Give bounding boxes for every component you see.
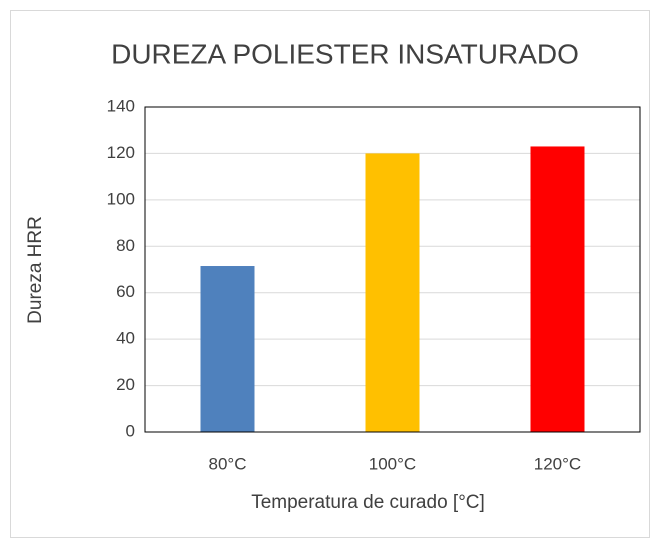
y-tick-label: 120 [107,143,135,162]
y-tick-label: 60 [116,282,135,301]
x-axis-label: Temperatura de curado [°C] [251,492,485,513]
y-tick-label: 100 [107,189,135,208]
bar [200,266,255,432]
chart-title: DUREZA POLIESTER INSATURADO [111,38,579,69]
bar [365,153,420,432]
x-tick-label: 100°C [369,454,416,473]
bar [530,146,585,432]
y-tick-label: 20 [116,375,135,394]
y-tick-label: 40 [116,329,135,348]
y-tick-label: 80 [116,236,135,255]
x-tick-label: 80°C [209,454,247,473]
y-tick-label: 0 [126,421,135,440]
x-tick-label: 120°C [534,454,581,473]
y-tick-label: 140 [107,96,135,115]
y-axis-label: Dureza HRR [25,216,46,324]
